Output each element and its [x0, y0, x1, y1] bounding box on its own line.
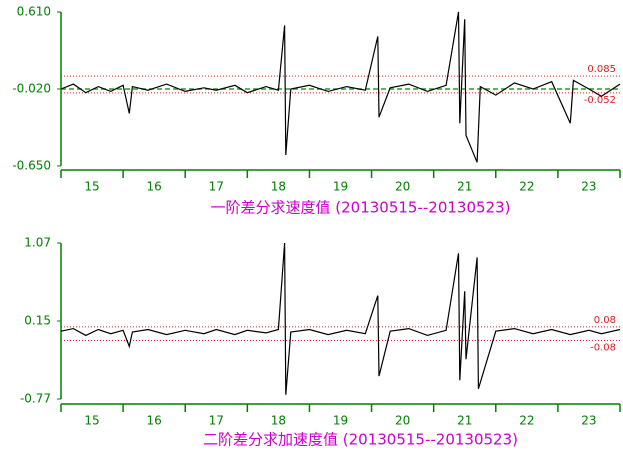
y-tick-label: -0.020 — [12, 82, 51, 96]
x-tick-label: 22 — [519, 180, 534, 194]
y-tick-label: -0.77 — [20, 392, 51, 406]
threshold-label: -0.052 — [584, 95, 616, 106]
x-tick-label: 21 — [457, 180, 472, 194]
x-tick-label: 22 — [519, 414, 534, 428]
threshold-label: 0.085 — [587, 64, 616, 75]
threshold-label: -0.08 — [590, 343, 616, 354]
chart-title: 一阶差分求速度值 (20130515--20130523) — [211, 199, 511, 217]
x-tick-label: 17 — [209, 180, 224, 194]
data-line — [60, 11, 621, 163]
threshold-label: 0.08 — [594, 315, 616, 326]
x-tick-label: 23 — [581, 180, 596, 194]
x-tick-label: 18 — [271, 180, 286, 194]
data-line — [60, 242, 621, 395]
y-tick-label: 0.15 — [24, 314, 51, 328]
x-tick-label: 15 — [84, 414, 99, 428]
x-tick-label: 20 — [395, 180, 410, 194]
y-tick-label: -0.650 — [12, 159, 51, 173]
x-tick-label: 19 — [333, 414, 348, 428]
x-tick-label: 17 — [209, 414, 224, 428]
x-tick-label: 18 — [271, 414, 286, 428]
x-tick-label: 21 — [457, 414, 472, 428]
y-tick-label: 0.610 — [17, 5, 51, 19]
x-tick-label: 16 — [147, 180, 162, 194]
x-tick-label: 23 — [581, 414, 596, 428]
x-tick-label: 15 — [84, 180, 99, 194]
x-tick-label: 19 — [333, 180, 348, 194]
x-tick-label: 16 — [147, 414, 162, 428]
y-tick-label: 1.07 — [24, 236, 51, 250]
x-tick-label: 20 — [395, 414, 410, 428]
chart-title: 二阶差分求加速度值 (20130515--20130523) — [203, 431, 518, 449]
